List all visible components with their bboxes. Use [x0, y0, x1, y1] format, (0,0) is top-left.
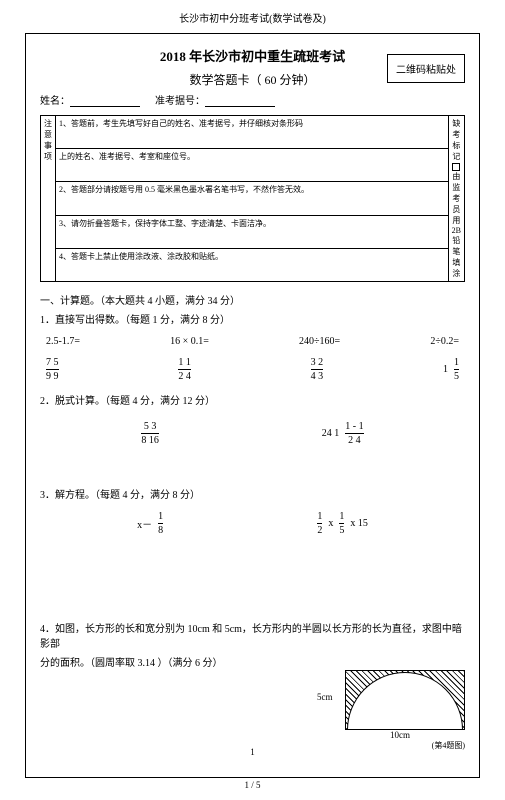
pager: 1 / 5: [25, 780, 480, 790]
notice-line: 4、答题卡上禁止使用涂改液、涂改胶和贴纸。: [56, 248, 449, 281]
r1b: 16 × 0.1=: [170, 336, 209, 347]
examno-blank: [205, 97, 275, 107]
semicircle-box: [345, 670, 465, 730]
caption: (第4题图): [335, 740, 465, 751]
qr-box: 二维码粘贴处: [387, 54, 465, 83]
frac-b: 1 12 4: [178, 357, 191, 382]
section-1: 一、计算题。（本大题共 4 小题，满分 34 分）: [40, 292, 465, 307]
examno-label: 准考据号：: [155, 96, 205, 107]
top-header: 长沙市初中分班考试(数学试卷及): [25, 10, 480, 25]
notice-left: 注意事项: [41, 116, 56, 282]
row1-text: 2.5-1.7= 16 × 0.1= 240÷160= 2÷0.2=: [40, 336, 465, 347]
notice-line: 上的姓名、准考据号、考室和座位号。: [56, 149, 449, 182]
dim-w: 10cm: [335, 730, 465, 740]
notice-right: 缺考标记 由监考员 用2B铅笔 填涂: [448, 116, 464, 282]
r1a: 2.5-1.7=: [46, 336, 80, 347]
frac-c: 3 24 3: [311, 357, 324, 382]
name-label: 姓名：: [40, 96, 70, 107]
q1: 1．直接写出得数。（每题 1 分，满分 8 分）: [40, 311, 465, 326]
q3: 3．解方程。（每题 4 分，满分 8 分）: [40, 486, 465, 501]
name-blank: [70, 97, 140, 107]
notice-line: 3、请勿折叠答题卡，保持字体工整、字迹清楚、卡面洁净。: [56, 215, 449, 248]
block2: 5 38 16 24 11 - 12 4: [40, 421, 465, 446]
figure: 5cm 10cm (第4题图): [335, 670, 465, 751]
b3-right: 12 x 15 x 15: [317, 511, 368, 536]
r1c: 240÷160=: [299, 336, 340, 347]
name-row: 姓名： 准考据号：: [40, 92, 465, 107]
q4b: 分的面积。（圆周率取 3.14 ）（满分 6 分）: [40, 654, 465, 669]
row1-frac: 7 59 9 1 12 4 3 24 3 115: [40, 357, 465, 382]
paper: 二维码粘贴处 2018 年长沙市初中重生疏班考试 数学答题卡（ 60 分钟） 姓…: [25, 33, 480, 778]
q4: 4．如图，长方形的长和宽分别为 10cm 和 5cm，长方形内的半圆以长方形的长…: [40, 620, 465, 650]
b3-left: x－18: [137, 511, 163, 536]
r1d: 2÷0.2=: [430, 336, 459, 347]
b2-left: 5 38 16: [141, 421, 159, 446]
b2-right: 24 11 - 12 4: [322, 421, 364, 446]
dim-h: 5cm: [317, 692, 333, 702]
q2: 2．脱式计算。（每题 4 分，满分 12 分）: [40, 392, 465, 407]
notice-line: 1、答题前，考生先填写好自己的姓名、准考据号，并仔细核对条形码: [56, 116, 449, 149]
frac-d: 115: [443, 357, 459, 382]
absent-checkbox: [452, 163, 460, 171]
notice-table: 注意事项 1、答题前，考生先填写好自己的姓名、准考据号，并仔细核对条形码 缺考标…: [40, 115, 465, 282]
frac-a: 7 59 9: [46, 357, 59, 382]
page-wrapper: 长沙市初中分班考试(数学试卷及) 二维码粘贴处 2018 年长沙市初中重生疏班考…: [0, 0, 505, 800]
notice-line: 2、答题部分请按题号用 0.5 毫米黑色墨水署名笔书写，不然作答无效。: [56, 182, 449, 215]
block3: x－18 12 x 15 x 15: [40, 511, 465, 536]
